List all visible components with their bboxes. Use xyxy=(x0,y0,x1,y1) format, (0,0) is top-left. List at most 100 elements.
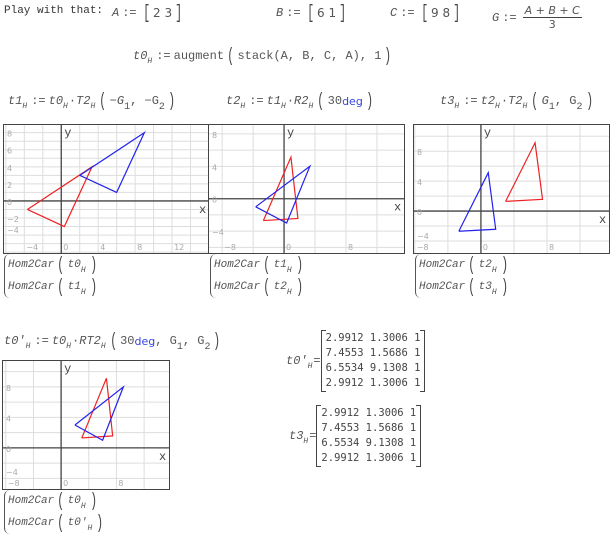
x-axis-label: x xyxy=(159,450,166,464)
legend-entry: Hom2Car(t3 H) xyxy=(419,276,511,298)
expression-text: · xyxy=(68,94,77,108)
argument: t1 xyxy=(67,281,81,293)
x-tick-label: 0 xyxy=(63,479,68,488)
plot-1-legend: Hom2Car(t0 H) Hom2Car(t1 H) xyxy=(4,254,100,298)
eq-t3[interactable]: t3 H:= t2 H · T2 H(G 1, G 2) xyxy=(440,90,596,113)
result-label: t0' H = xyxy=(286,354,321,371)
bracket: ) xyxy=(366,90,373,112)
subscript: H xyxy=(66,341,72,351)
result-label: t3 H = xyxy=(289,429,317,446)
legend-entry: Hom2Car(t1 H) xyxy=(8,276,100,298)
function-name: Hom2Car xyxy=(419,259,466,271)
y-tick-label: 4 xyxy=(6,414,11,423)
expression-text: , G xyxy=(554,94,577,108)
expression-text: stack(A, B, C, A), 1 xyxy=(237,49,382,63)
def-B[interactable]: B:= [6 1] xyxy=(276,2,350,24)
equals-sign: = xyxy=(309,429,317,443)
x-tick-label: 8 xyxy=(137,243,142,252)
y-tick-label: 0 xyxy=(417,208,422,217)
assign-op: := xyxy=(156,49,171,63)
argument: t0 xyxy=(67,259,81,271)
bracket: ( xyxy=(57,512,65,534)
def-A[interactable]: A:= [2 3] xyxy=(112,2,186,24)
variable: t3 xyxy=(289,429,304,443)
var-name: A xyxy=(112,6,120,20)
subscript: H xyxy=(63,101,68,111)
bracket: ) xyxy=(500,254,508,276)
legend-entry: Hom2Car(t2 H) xyxy=(214,276,306,298)
plot-2[interactable]: −8 0 8 −4 0 4 8 x y xyxy=(208,124,405,254)
x-axis-label: x xyxy=(599,213,606,227)
unit-keyword: deg xyxy=(134,334,156,348)
expression-text: , G xyxy=(155,334,177,348)
assign-op: := xyxy=(31,94,46,108)
subscript: H xyxy=(80,265,86,275)
plot-1[interactable]: −4 0 4 8 12 −4 −2 0 2 4 6 8 x y xyxy=(3,124,210,254)
triangle-trace xyxy=(74,385,125,442)
triangle-trace xyxy=(255,164,312,224)
expression-text: augment xyxy=(173,49,225,63)
variable: t1 xyxy=(266,94,282,108)
matrix-row: 2.9912 1.3006 1 xyxy=(325,332,421,344)
eq-t0[interactable]: t0 H:= augment(stack(A, B, C, A), 1) xyxy=(133,45,395,67)
subscript: H xyxy=(100,341,106,351)
expression-text: , G xyxy=(182,334,205,348)
assign-op: := xyxy=(286,6,301,20)
matrix-row: 2.9912 1.3006 1 xyxy=(321,452,417,464)
expression-text: · xyxy=(500,94,509,108)
y-axis-label: y xyxy=(484,126,491,140)
assign-op: := xyxy=(400,6,415,20)
subscript: H xyxy=(25,341,31,351)
subscript: H xyxy=(495,101,500,111)
y-tick-label: −4 xyxy=(417,232,429,241)
index-subscript: 2 xyxy=(158,101,165,113)
legend-entry: Hom2Car(t0' H) xyxy=(8,512,107,534)
bracket: ( xyxy=(468,276,476,298)
matrix-row: 7.4553 1.5686 1 xyxy=(321,422,417,434)
vector-values: 6 1 xyxy=(317,6,337,20)
bracket: ] xyxy=(453,2,461,24)
subscript: H xyxy=(307,361,313,371)
bracket: ) xyxy=(213,330,221,352)
y-tick-label: −4 xyxy=(7,226,19,235)
subscript: H xyxy=(303,436,309,446)
bracket: ) xyxy=(168,90,176,112)
legend-entry: Hom2Car(t1 H) xyxy=(214,254,306,276)
y-tick-label: 6 xyxy=(7,147,12,156)
bracket: ) xyxy=(295,276,303,298)
triangle-trace xyxy=(27,165,94,228)
bracket: ( xyxy=(263,276,271,298)
variable: −G xyxy=(109,94,125,108)
plot-3[interactable]: −8 0 8 −4 0 4 8 x y xyxy=(413,124,610,254)
eq-t2[interactable]: t2 H:= t1 H · R2 H(30 deg) xyxy=(226,90,376,112)
bracket: ( xyxy=(109,330,117,352)
x-tick-label: −8 xyxy=(224,243,236,252)
subscript: H xyxy=(454,101,460,111)
variable: t0' xyxy=(286,354,308,368)
var-name: G xyxy=(492,10,500,25)
result-t3[interactable]: t3 H = 2.9912 1.3006 1 7.4553 1.5686 1 6.5534… xyxy=(289,405,422,467)
bracket: ( xyxy=(468,254,476,276)
variable: t0 xyxy=(48,94,64,108)
subscript: H xyxy=(80,287,86,297)
x-tick-label: 8 xyxy=(118,479,123,488)
index-subscript: 1 xyxy=(176,341,183,353)
result-t0-prime[interactable]: t0' H = 2.9912 1.3006 1 7.4553 1.5686 1 6.553… xyxy=(286,330,426,392)
expression-text: · xyxy=(72,334,80,348)
plot-4[interactable]: −8 0 8 −4 0 4 8 x y xyxy=(2,360,170,490)
y-tick-label: 4 xyxy=(7,164,12,173)
bracket: ) xyxy=(585,90,593,112)
def-C[interactable]: C:= [9 8] xyxy=(390,2,464,24)
eq-t1[interactable]: t1 H:= t0 H · T2 H(−G 1, −G 2) xyxy=(8,90,178,113)
bracket: [ xyxy=(306,2,314,24)
y-tick-label: 0 xyxy=(212,196,217,205)
subscript: H xyxy=(22,101,28,111)
triangle-trace xyxy=(458,170,497,232)
y-tick-label: 8 xyxy=(212,131,217,140)
vector-values: 9 8 xyxy=(431,6,451,20)
bracket: ) xyxy=(89,254,97,276)
subscript: H xyxy=(80,501,86,511)
